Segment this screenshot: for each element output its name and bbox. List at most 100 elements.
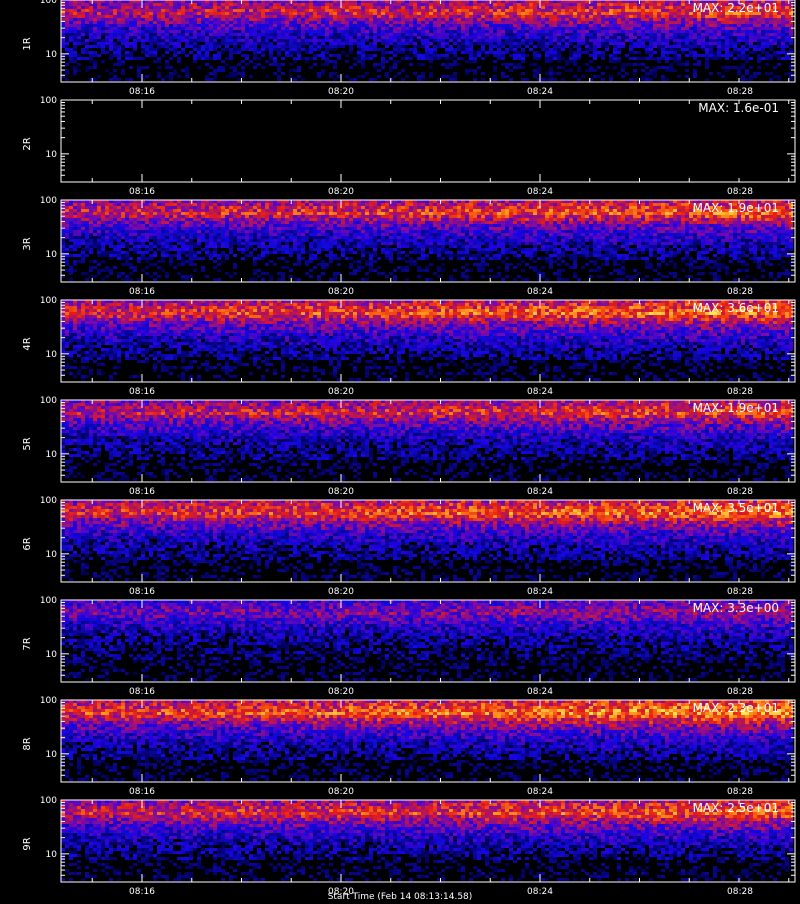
heatmap-cell [413, 33, 417, 36]
heatmap-cell [661, 42, 665, 45]
heatmap-cell [409, 212, 413, 215]
heatmap-cell [309, 42, 313, 45]
heatmap-cell [529, 24, 533, 27]
heatmap-cell [397, 42, 401, 45]
heatmap-cell [401, 39, 405, 42]
heatmap-cell [493, 203, 497, 206]
heatmap-cell [133, 212, 137, 215]
heatmap-cell [329, 203, 333, 206]
heatmap-cell [589, 212, 593, 215]
heatmap-cell [533, 69, 537, 72]
heatmap-cell [389, 69, 393, 72]
heatmap-cell [593, 51, 597, 54]
heatmap-cell [133, 36, 137, 39]
heatmap-cell [737, 48, 741, 51]
heatmap-cell [617, 3, 621, 6]
heatmap-cell [373, 3, 377, 6]
heatmap-cell [85, 69, 89, 72]
heatmap-cell [117, 33, 121, 36]
heatmap-cell [593, 9, 597, 12]
heatmap-cell [473, 6, 477, 9]
heatmap-cell [93, 9, 97, 12]
heatmap-cell [169, 27, 173, 30]
heatmap-cell [653, 57, 657, 60]
heatmap-cell [73, 39, 77, 42]
heatmap-cell [549, 24, 553, 27]
heatmap-cell [369, 215, 373, 218]
heatmap-cell [77, 24, 81, 27]
heatmap-cell [289, 69, 293, 72]
heatmap-cell [141, 215, 145, 218]
heatmap-cell [465, 9, 469, 12]
heatmap-cell [65, 24, 69, 27]
heatmap-cell [309, 18, 313, 21]
heatmap-cell [493, 9, 497, 12]
heatmap-cell [669, 18, 673, 21]
heatmap-cell [177, 212, 181, 215]
heatmap-cell [473, 209, 477, 212]
heatmap-cell [533, 30, 537, 33]
heatmap-cell [561, 33, 565, 36]
heatmap-cell [541, 215, 545, 218]
heatmap-cell [217, 27, 221, 30]
heatmap-cell [77, 15, 81, 18]
heatmap-cell [125, 33, 129, 36]
heatmap-cell [285, 215, 289, 218]
heatmap-cell [413, 212, 417, 215]
heatmap-cell [665, 209, 669, 212]
heatmap-cell [517, 15, 521, 18]
heatmap-cell [161, 27, 165, 30]
heatmap-cell [405, 30, 409, 33]
heatmap-cell [313, 63, 317, 66]
heatmap-cell [489, 212, 493, 215]
heatmap-cell [301, 18, 305, 21]
heatmap-cell [673, 6, 677, 9]
heatmap-cell [249, 75, 253, 78]
heatmap-cell [549, 18, 553, 21]
heatmap-cell [145, 75, 149, 78]
heatmap-cell [577, 78, 581, 81]
heatmap-cell [665, 33, 669, 36]
heatmap-cell [205, 18, 209, 21]
heatmap-cell [449, 45, 453, 48]
heatmap-cell [213, 15, 217, 18]
heatmap-cell [581, 33, 585, 36]
heatmap-cell [645, 75, 649, 78]
heatmap-cell [497, 6, 501, 9]
heatmap-cell [405, 48, 409, 51]
heatmap-cell [557, 9, 561, 12]
heatmap-cell [729, 30, 733, 33]
heatmap-cell [381, 36, 385, 39]
heatmap-cell [417, 212, 421, 215]
heatmap-cell [233, 69, 237, 72]
heatmap-cell [185, 215, 189, 218]
heatmap-cell [753, 30, 757, 33]
heatmap-cell [249, 209, 253, 212]
heatmap-cell [141, 33, 145, 36]
heatmap-cell [669, 36, 673, 39]
heatmap-cell [605, 24, 609, 27]
heatmap-cell [409, 36, 413, 39]
heatmap-cell [121, 18, 125, 21]
heatmap-cell [133, 9, 137, 12]
heatmap-cell [757, 54, 761, 57]
heatmap-cell [285, 36, 289, 39]
heatmap-cell [177, 36, 181, 39]
heatmap-cell [209, 36, 213, 39]
heatmap-cell [85, 21, 89, 24]
heatmap-cell [321, 69, 325, 72]
heatmap-cell [193, 54, 197, 57]
heatmap-cell [357, 215, 361, 218]
heatmap-cell [225, 27, 229, 30]
heatmap-cell [229, 42, 233, 45]
heatmap-cell [125, 12, 129, 15]
heatmap-cell [617, 45, 621, 48]
heatmap-cell [361, 215, 365, 218]
heatmap-cell [333, 30, 337, 33]
heatmap-cell [353, 215, 357, 218]
heatmap-cell [109, 21, 113, 24]
heatmap-cell [177, 30, 181, 33]
heatmap-cell [729, 39, 733, 42]
heatmap-cell [673, 3, 677, 6]
heatmap-cell [425, 15, 429, 18]
